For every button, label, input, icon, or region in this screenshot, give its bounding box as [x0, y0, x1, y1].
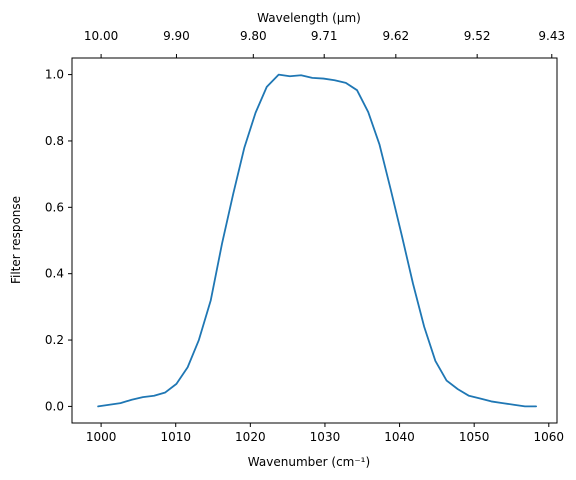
- top-tick-label: 9.43: [538, 29, 565, 43]
- y-axis-title: Filter response: [9, 196, 23, 284]
- x-tick-label: 1060: [534, 430, 565, 444]
- top-axis-title: Wavelength (μm): [257, 11, 361, 25]
- x-tick-label: 1010: [160, 430, 191, 444]
- x-tick-label: 1030: [310, 430, 341, 444]
- top-axis-ticks: 10.00 9.90 9.80 9.71 9.62 9.52 9.43: [84, 29, 565, 58]
- top-tick-label: 9.62: [382, 29, 409, 43]
- y-tick-label: 0.6: [45, 200, 64, 214]
- top-tick-label: 9.52: [464, 29, 491, 43]
- bottom-axis-ticks: 1000 1010 1020 1030 1040 1050 1060: [86, 423, 564, 444]
- top-tick-label: 10.00: [84, 29, 118, 43]
- x-tick-label: 1020: [235, 430, 266, 444]
- filter-response-line: [97, 73, 538, 408]
- y-tick-label: 0.8: [45, 134, 64, 148]
- top-tick-label: 9.71: [311, 29, 338, 43]
- top-tick-label: 9.80: [240, 29, 267, 43]
- y-tick-label: 1.0: [45, 68, 64, 82]
- x-axis-title: Wavenumber (cm⁻¹): [248, 455, 370, 469]
- x-tick-label: 1000: [86, 430, 117, 444]
- y-tick-label: 0.4: [45, 267, 64, 281]
- top-tick-label: 9.90: [163, 29, 190, 43]
- y-tick-label: 0.2: [45, 333, 64, 347]
- x-tick-label: 1040: [384, 430, 415, 444]
- x-tick-label: 1050: [459, 430, 490, 444]
- left-axis-ticks: 0.0 0.2 0.4 0.6 0.8 1.0: [45, 68, 72, 413]
- plot-frame: [71, 57, 558, 424]
- y-tick-label: 0.0: [45, 399, 64, 413]
